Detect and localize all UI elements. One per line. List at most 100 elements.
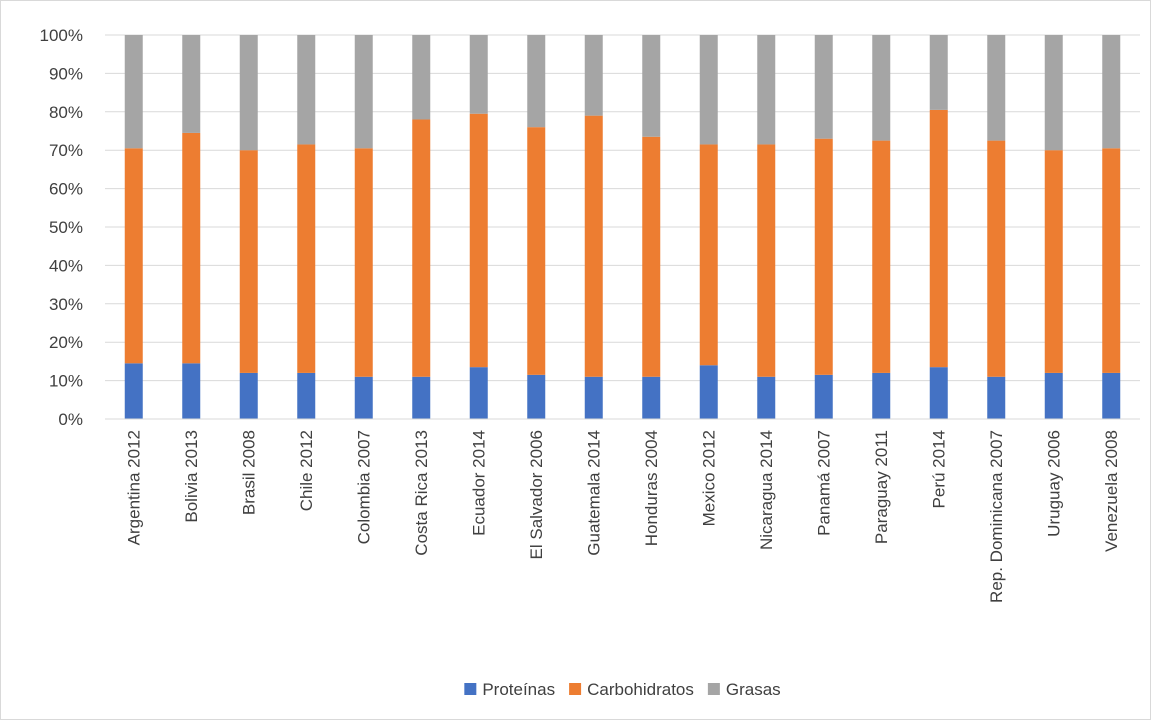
x-tick-label: Brasil 2008: [239, 430, 258, 515]
x-tick-label: Argentina 2012: [124, 430, 143, 545]
bar-carbohidratos-costa-rica-2013: [412, 119, 431, 377]
bar-grasas-honduras-2004: [642, 35, 661, 137]
bar-carbohidratos-ecuador-2014: [469, 113, 488, 368]
bar-stack-brasil-2008: [239, 35, 258, 419]
bar-grasas-peru-2014: [929, 35, 948, 110]
bar-proteinas-peru-2014: [929, 367, 948, 419]
bar-grasas-argentina-2012: [124, 35, 143, 149]
y-tick-label: 40%: [49, 256, 83, 275]
bar-grasas-bolivia-2013: [182, 35, 201, 133]
bar-carbohidratos-venezuela-2008: [1102, 148, 1121, 373]
bar-grasas-colombia-2007: [354, 35, 373, 149]
legend-swatch: [707, 683, 720, 695]
y-tick-label: 60%: [49, 180, 83, 199]
bar-carbohidratos-nicaragua-2014: [757, 144, 776, 377]
bar-proteinas-colombia-2007: [354, 376, 373, 419]
bar-grasas-mexico-2012: [699, 35, 718, 145]
bar-proteinas-costa-rica-2013: [412, 376, 431, 419]
bar-proteinas-nicaragua-2014: [757, 376, 776, 419]
legend-item-grasas[interactable]: Grasas: [707, 680, 781, 699]
bar-stack-paraguay-2011: [872, 35, 891, 419]
bar-grasas-nicaragua-2014: [757, 35, 776, 145]
x-tick-label: Rep. Dominicana 2007: [987, 430, 1006, 603]
bar-grasas-guatemala-2014: [584, 35, 603, 116]
y-tick-label: 50%: [49, 218, 83, 237]
bar-stack-guatemala-2014: [584, 35, 603, 419]
legend-label: Grasas: [726, 680, 781, 699]
bar-proteinas-mexico-2012: [699, 365, 718, 419]
y-tick-label: 10%: [49, 372, 83, 391]
bar-proteinas-ecuador-2014: [469, 367, 488, 419]
x-tick-label: Paraguay 2011: [872, 430, 891, 544]
legend-swatch: [569, 683, 582, 695]
y-axis-tick-labels: 0% 10% 20% 30% 40% 50% 60% 70% 80% 90% 100%: [40, 26, 83, 429]
bar-proteinas-argentina-2012: [124, 363, 143, 419]
bar-stack-rep-dominicana-2007: [987, 35, 1006, 419]
bar-carbohidratos-peru-2014: [929, 109, 948, 368]
bar-proteinas-guatemala-2014: [584, 376, 603, 419]
bar-stack-el-salvador-2006: [527, 35, 546, 419]
legend-item-proteinas[interactable]: Proteínas: [464, 680, 555, 699]
y-tick-label: 100%: [40, 26, 83, 45]
x-tick-label: Panamá 2007: [814, 430, 833, 536]
bar-grasas-paraguay-2011: [872, 35, 891, 141]
bar-stack-nicaragua-2014: [757, 35, 776, 419]
bar-carbohidratos-paraguay-2011: [872, 140, 891, 373]
gridlines: [105, 34, 1140, 382]
bar-carbohidratos-bolivia-2013: [182, 132, 201, 364]
bar-stack-panama-2007: [814, 35, 833, 419]
y-tick-label: 80%: [49, 103, 83, 122]
bar-stack-costa-rica-2013: [412, 35, 431, 419]
bar-stack-ecuador-2014: [469, 35, 488, 419]
bar-stack-colombia-2007: [354, 35, 373, 419]
bar-carbohidratos-colombia-2007: [354, 148, 373, 377]
x-tick-label: Colombia 2007: [354, 430, 373, 544]
bar-proteinas-rep-dominicana-2007: [987, 376, 1006, 419]
bar-stack-bolivia-2013: [182, 35, 201, 419]
x-tick-label: Guatemala 2014: [584, 430, 603, 556]
bar-stack-argentina-2012: [124, 35, 143, 419]
legend-item-carbohidratos[interactable]: Carbohidratos: [569, 680, 694, 699]
bar-proteinas-chile-2012: [297, 372, 316, 419]
bar-grasas-costa-rica-2013: [412, 35, 431, 120]
bar-proteinas-panama-2007: [814, 374, 833, 419]
bar-proteinas-brasil-2008: [239, 372, 258, 419]
x-tick-label: Chile 2012: [297, 430, 316, 511]
y-tick-label: 20%: [49, 333, 83, 352]
x-tick-label: Bolivia 2013: [182, 430, 201, 523]
y-tick-label: 70%: [49, 141, 83, 160]
bar-stack-honduras-2004: [642, 35, 661, 419]
x-tick-label: Uruguay 2006: [1044, 430, 1063, 537]
bar-stack-venezuela-2008: [1102, 35, 1121, 419]
bar-proteinas-paraguay-2011: [872, 372, 891, 419]
bar-grasas-el-salvador-2006: [527, 35, 546, 128]
bar-proteinas-el-salvador-2006: [527, 374, 546, 419]
bar-carbohidratos-rep-dominicana-2007: [987, 140, 1006, 377]
bar-proteinas-bolivia-2013: [182, 363, 201, 419]
x-tick-label: Ecuador 2014: [469, 430, 488, 536]
bar-carbohidratos-el-salvador-2006: [527, 127, 546, 375]
x-tick-label: Honduras 2004: [642, 430, 661, 546]
x-tick-label: Costa Rica 2013: [412, 430, 431, 556]
bar-stack-uruguay-2006: [1044, 35, 1063, 419]
bar-grasas-venezuela-2008: [1102, 35, 1121, 149]
bar-carbohidratos-honduras-2004: [642, 136, 661, 377]
bar-carbohidratos-argentina-2012: [124, 148, 143, 364]
x-tick-label: Nicaragua 2014: [757, 430, 776, 550]
bar-carbohidratos-brasil-2008: [239, 150, 258, 373]
bar-grasas-brasil-2008: [239, 35, 258, 151]
x-tick-label: Venezuela 2008: [1102, 430, 1121, 552]
bar-stack-chile-2012: [297, 35, 316, 419]
x-tick-label: Mexico 2012: [699, 430, 718, 526]
bar-grasas-rep-dominicana-2007: [987, 35, 1006, 141]
bar-stack-mexico-2012: [699, 35, 718, 419]
legend[interactable]: Proteínas Carbohidratos Grasas: [464, 680, 781, 699]
x-tick-label: El Salvador 2006: [527, 430, 546, 559]
bar-carbohidratos-panama-2007: [814, 138, 833, 375]
bar-carbohidratos-uruguay-2006: [1044, 150, 1063, 373]
bar-stack-peru-2014: [929, 35, 948, 419]
bar-grasas-panama-2007: [814, 35, 833, 139]
bars: [124, 35, 1121, 419]
y-tick-label: 90%: [49, 64, 83, 83]
